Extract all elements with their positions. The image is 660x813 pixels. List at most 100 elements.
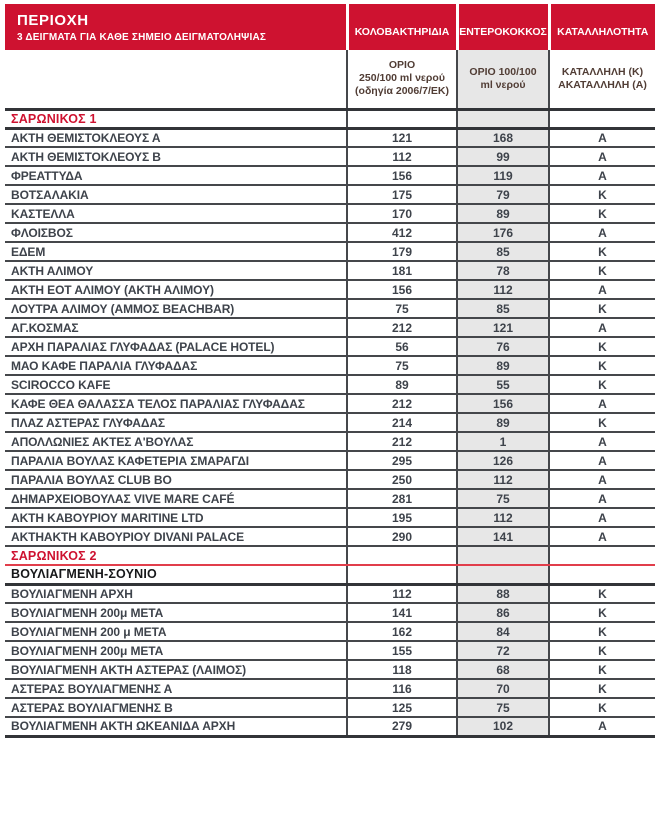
site-name: ΑΚΤΗ ΘΕΜΙΣΤΟΚΛΕΟΥΣ Β [5, 147, 347, 167]
table-row: SCIROCCO KAFE 89 55 Κ [5, 375, 655, 395]
enterococcus-value: 1 [456, 432, 549, 452]
coliform-value: 125 [346, 698, 457, 718]
coliform-value: 112 [346, 147, 457, 167]
suitability-value [548, 565, 655, 586]
area-header-cell: ΠΕΡΙΟΧΗ 3 ΔΕΙΓΜΑΤΑ ΓΙΑ ΚΑΘΕ ΣΗΜΕΙΟ ΔΕΙΓΜ… [5, 4, 347, 50]
enterococcus-value [456, 565, 549, 586]
site-name: ΑΚΤΗΑΚΤΗ ΚΑΒΟΥΡΙΟΥ DIVANI PALACE [5, 527, 347, 547]
enterococcus-value: 75 [456, 489, 549, 509]
suitability-value: Α [548, 128, 655, 148]
enterococcus-value: 70 [456, 679, 549, 699]
enterococcus-value: 112 [456, 470, 549, 490]
site-name: ΒΟΥΛΙΑΓΜΕΝΗ ΑΚΤΗ ΑΣΤΕΡΑΣ (ΛΑΙΜΟΣ) [5, 660, 347, 680]
coliform-value: 250 [346, 470, 457, 490]
enterococcus-value: 84 [456, 622, 549, 642]
suitability-value: Κ [548, 204, 655, 224]
coliform-value: 156 [346, 166, 457, 186]
coliform-value: 116 [346, 679, 457, 699]
table-row: ΣΑΡΩΝΙΚΟΣ 1 [5, 109, 655, 130]
suitability-value: Α [548, 280, 655, 300]
site-name: ΒΟΥΛΙΑΓΜΕΝΗ ΑΚΤΗ ΩΚΕΑΝΙΔΑ ΑΡΧΗ [5, 717, 347, 738]
table-row: ΑΣΤΕΡΑΣ ΒΟΥΛΙΑΓΜΕΝΗΣ Α 116 70 Κ [5, 679, 655, 699]
suitability-value: Κ [548, 413, 655, 433]
coliform-value: 155 [346, 641, 457, 661]
enterococcus-value [456, 109, 549, 130]
site-name: ΚΑΦΕ ΘΕΑ ΘΑΛΑΣΣΑ ΤΕΛΟΣ ΠΑΡΑΛΙΑΣ ΓΛΥΦΑΔΑΣ [5, 394, 347, 414]
site-name: ΦΡΕΑΤΤΥΔΑ [5, 166, 347, 186]
site-name: ΒΟΥΛΙΑΓΜΕΝΗ 200μ ΜΕΤΑ [5, 603, 347, 623]
enterococcus-value: 85 [456, 299, 549, 319]
table-body: ΣΑΡΩΝΙΚΟΣ 1 ΑΚΤΗ ΘΕΜΙΣΤΟΚΛΕΟΥΣ Α 121 1 68… [5, 109, 655, 738]
limits-empty-cell [5, 50, 347, 111]
enterococcus-value: 121 [456, 318, 549, 338]
suitability-value: Κ [548, 261, 655, 281]
coliform-value: 290 [346, 527, 457, 547]
coliform-value: 118 [346, 660, 457, 680]
site-name: ΑΚΤΗ ΑΛΙΜΟΥ [5, 261, 347, 281]
site-name: ΑΣΤΕΡΑΣ ΒΟΥΛΙΑΓΜΕΝΗΣ Α [5, 679, 347, 699]
table-row: ΔΗΜΑΡΧΕΙΟΒΟΥΛΑΣ VIVE MARE CAFÉ 281 75 Α [5, 489, 655, 509]
limit-enterococcus: ΟΡΙΟ 100/100 ml νερού [456, 50, 549, 111]
enterococcus-value: 119 [456, 166, 549, 186]
suitability-value: Α [548, 432, 655, 452]
table-row: ΑΚΤΗΑΚΤΗ ΚΑΒΟΥΡΙΟΥ DIVANI PALACE 290 141… [5, 527, 655, 547]
table-row: ΑΚΤΗ ΚΑΒΟΥΡΙΟΥ MARITINE LTD 195 112 Α [5, 508, 655, 528]
suitability-value: Κ [548, 660, 655, 680]
table-row: ΠΑΡΑΛΙΑ ΒΟΥΛΑΣ CLUB BO 250 112 Α [5, 470, 655, 490]
suitability-value: Α [548, 717, 655, 738]
coliform-value: 121 [346, 128, 457, 148]
table-row: ΑΚΤΗ ΑΛΙΜΟΥ 181 78 Κ [5, 261, 655, 281]
enterococcus-value: 89 [456, 204, 549, 224]
coliform-value [346, 565, 457, 586]
table-row: ΒΟΥΛΙΑΓΜΕΝΗ 200μ ΜΕΤΑ 155 72 Κ [5, 641, 655, 661]
site-name: ΒΟΥΛΙΑΓΜΕΝΗ 200 μ ΜΕΤΑ [5, 622, 347, 642]
site-name: ΑΚΤΗ ΘΕΜΙΣΤΟΚΛΕΟΥΣ Α [5, 128, 347, 148]
enterococcus-value: 156 [456, 394, 549, 414]
coliform-value: 212 [346, 318, 457, 338]
suitability-value [548, 109, 655, 130]
suitability-value: Κ [548, 242, 655, 262]
coliform-value: 181 [346, 261, 457, 281]
coliform-value: 175 [346, 185, 457, 205]
enterococcus-value: 85 [456, 242, 549, 262]
enterococcus-value: 68 [456, 660, 549, 680]
coliform-value: 295 [346, 451, 457, 471]
coliform-value: 279 [346, 717, 457, 738]
site-name: ΑΚΤΗ ΕΟΤ ΑΛΙΜΟΥ (ΑΚΤΗ ΑΛΙΜΟΥ) [5, 280, 347, 300]
enterococcus-value: 112 [456, 280, 549, 300]
enterococcus-value: 141 [456, 527, 549, 547]
enterococcus-value: 78 [456, 261, 549, 281]
site-name: ΒΟΥΛΙΑΓΜΕΝΗ ΑΡΧΗ [5, 584, 347, 604]
table-row: ΒΟΥΛΙΑΓΜΕΝΗ 200 μ ΜΕΤΑ 162 84 Κ [5, 622, 655, 642]
site-name: ΠΛΑΖ ΑΣΤΕΡΑΣ ΓΛΥΦΑΔΑΣ [5, 413, 347, 433]
site-name: ΦΛΟΙΣΒΟΣ [5, 223, 347, 243]
table-row: ΠΛΑΖ ΑΣΤΕΡΑΣ ΓΛΥΦΑΔΑΣ 214 89 Κ [5, 413, 655, 433]
suitability-value: Κ [548, 584, 655, 604]
coliform-value: 156 [346, 280, 457, 300]
site-name: ΑΠΟΛΛΩΝΙΕΣ ΑΚΤΕΣ Α'ΒΟΥΛΑΣ [5, 432, 347, 452]
coliform-value: 281 [346, 489, 457, 509]
coliform-value: 212 [346, 394, 457, 414]
table-row: ΑΣΤΕΡΑΣ ΒΟΥΛΙΑΓΜΕΝΗΣ Β 125 75 Κ [5, 698, 655, 718]
table-row: ΒΟΥΛΙΑΓΜΕΝΗ ΑΡΧΗ 112 88 Κ [5, 584, 655, 604]
enterococcus-value: 75 [456, 698, 549, 718]
table-header-row: ΠΕΡΙΟΧΗ 3 ΔΕΙΓΜΑΤΑ ΓΙΑ ΚΑΘΕ ΣΗΜΕΙΟ ΔΕΙΓΜ… [5, 4, 655, 50]
enterococcus-value: 89 [456, 356, 549, 376]
suitability-value: Κ [548, 603, 655, 623]
enterococcus-value: 99 [456, 147, 549, 167]
site-name: ΑΓ.ΚΟΣΜΑΣ [5, 318, 347, 338]
limit-suitability: ΚΑΤΑΛΛΗΛΗ (Κ) ΑΚΑΤΑΛΛΗΛΗ (Α) [548, 50, 655, 111]
site-name: SCIROCCO KAFE [5, 375, 347, 395]
suitability-value: Α [548, 451, 655, 471]
table-row: ΦΡΕΑΤΤΥΔΑ 156 119 Α [5, 166, 655, 186]
coliform-value: 195 [346, 508, 457, 528]
suitability-value: Α [548, 223, 655, 243]
site-name: ΠΑΡΑΛΙΑ ΒΟΥΛΑΣ ΚΑΦΕΤΕΡΙΑ ΣΜΑΡΑΓΔΙ [5, 451, 347, 471]
suitability-value: Κ [548, 679, 655, 699]
table-row: ΕΔΕΜ 179 85 Κ [5, 242, 655, 262]
table-row: ΦΛΟΙΣΒΟΣ 412 176 Α [5, 223, 655, 243]
enterococcus-value: 72 [456, 641, 549, 661]
limit-coliform: ΟΡΙΟ 250/100 ml νερού (οδηγία 2006/7/ΕΚ) [346, 50, 457, 111]
coliform-value: 162 [346, 622, 457, 642]
enterococcus-value: 88 [456, 584, 549, 604]
